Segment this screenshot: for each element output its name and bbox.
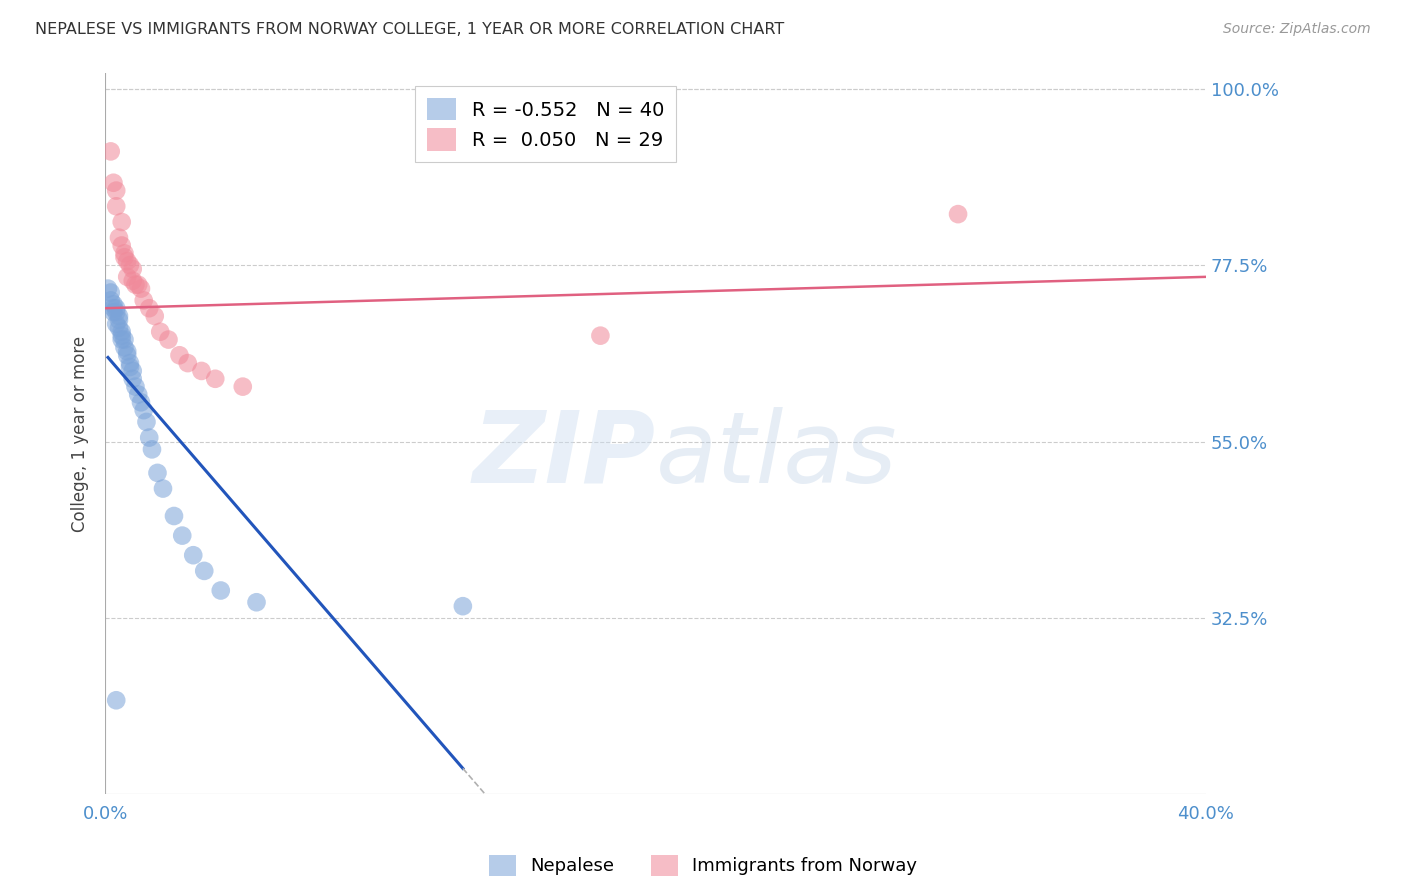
Point [146, 466, 169, 480]
Point [451, 599, 474, 614]
Point [105, 301, 128, 316]
Point [108, 309, 131, 323]
Point [124, 277, 146, 292]
Point [149, 325, 172, 339]
Point [138, 301, 160, 316]
Point [132, 403, 155, 417]
Point [115, 254, 138, 268]
Point [114, 340, 136, 354]
Point [108, 230, 131, 244]
Point [105, 317, 128, 331]
Legend: R = -0.552   N = 40, R =  0.050   N = 29: R = -0.552 N = 40, R = 0.050 N = 29 [415, 87, 676, 162]
Point [111, 325, 134, 339]
Point [181, 548, 204, 562]
Point [169, 348, 191, 362]
Point [111, 238, 134, 252]
Point [105, 693, 128, 707]
Point [245, 595, 267, 609]
Point [111, 215, 134, 229]
Point [121, 372, 143, 386]
Point [138, 431, 160, 445]
Point [946, 207, 969, 221]
Point [108, 313, 131, 327]
Point [589, 328, 612, 343]
Point [118, 359, 141, 374]
Text: Source: ZipAtlas.com: Source: ZipAtlas.com [1223, 22, 1371, 37]
Point [190, 364, 212, 378]
Point [97, 282, 120, 296]
Point [121, 262, 143, 277]
Point [141, 442, 163, 457]
Point [115, 269, 138, 284]
Point [172, 528, 194, 542]
Point [105, 199, 128, 213]
Point [232, 379, 254, 393]
Point [105, 184, 128, 198]
Point [121, 274, 143, 288]
Point [108, 321, 131, 335]
Point [193, 564, 215, 578]
Point [157, 333, 180, 347]
Point [115, 344, 138, 359]
Point [152, 482, 174, 496]
Point [100, 145, 122, 159]
Point [103, 305, 125, 319]
Point [163, 508, 186, 523]
Point [124, 379, 146, 393]
Point [209, 583, 232, 598]
Point [115, 348, 138, 362]
Point [118, 356, 141, 370]
Point [129, 395, 152, 409]
Point [111, 328, 134, 343]
Text: NEPALESE VS IMMIGRANTS FROM NORWAY COLLEGE, 1 YEAR OR MORE CORRELATION CHART: NEPALESE VS IMMIGRANTS FROM NORWAY COLLE… [35, 22, 785, 37]
Point [127, 387, 149, 401]
Text: ZIP: ZIP [472, 407, 655, 504]
Y-axis label: College, 1 year or more: College, 1 year or more [72, 335, 89, 532]
Point [129, 282, 152, 296]
Point [135, 415, 157, 429]
Point [103, 301, 125, 316]
Point [132, 293, 155, 308]
Legend: Nepalese, Immigrants from Norway: Nepalese, Immigrants from Norway [482, 847, 924, 883]
Point [103, 176, 125, 190]
Point [204, 372, 226, 386]
Point [127, 277, 149, 292]
Point [105, 305, 128, 319]
Point [121, 364, 143, 378]
Point [143, 309, 166, 323]
Point [111, 333, 134, 347]
Point [100, 285, 122, 300]
Point [114, 333, 136, 347]
Point [114, 250, 136, 264]
Point [103, 297, 125, 311]
Point [177, 356, 200, 370]
Text: atlas: atlas [655, 407, 897, 504]
Point [114, 246, 136, 260]
Point [118, 258, 141, 272]
Point [100, 293, 122, 308]
